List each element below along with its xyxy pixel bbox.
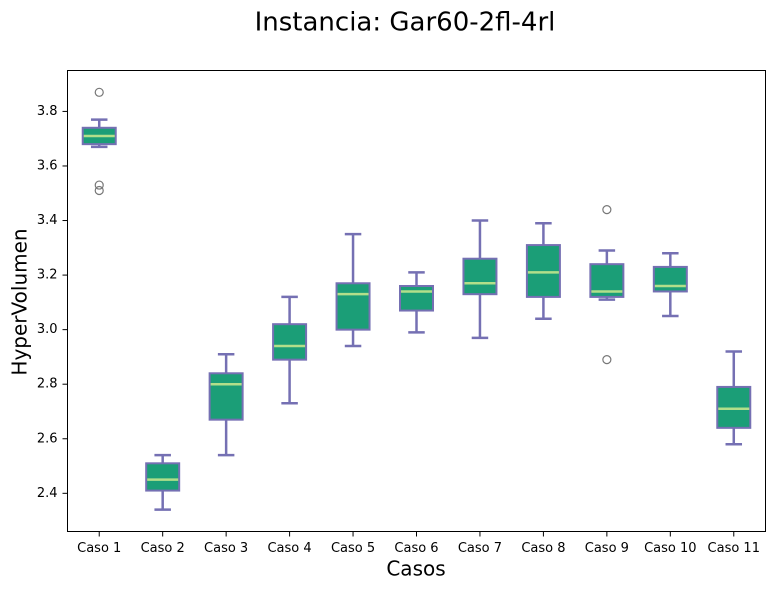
box (335, 282, 371, 331)
outlier (94, 180, 104, 190)
x-tick-label: Caso 1 (77, 541, 121, 556)
x-tick-label: Caso 8 (521, 541, 565, 556)
y-tick-label: 3.8 (37, 104, 58, 119)
y-tick-label: 2.6 (37, 431, 58, 446)
y-tick-label: 3.6 (37, 158, 58, 173)
y-tick-label: 3.2 (37, 268, 58, 283)
x-tick-label: Caso 3 (204, 541, 248, 556)
y-tick-label: 2.4 (37, 486, 58, 501)
x-axis-label: Casos (386, 557, 445, 581)
box (399, 284, 434, 312)
box (272, 323, 308, 361)
outlier (94, 87, 104, 97)
box (462, 257, 498, 296)
x-tick-label: Caso 6 (394, 541, 438, 556)
x-tick-label: Caso 7 (458, 541, 502, 556)
x-tick-label: Caso 9 (585, 541, 629, 556)
y-tick-label: 3.4 (37, 213, 58, 228)
y-axis-label: HyperVolumen (8, 228, 32, 375)
x-tick-label: Caso 11 (708, 541, 760, 556)
x-tick-label: Caso 5 (331, 541, 375, 556)
x-tick-label: Caso 4 (267, 541, 311, 556)
y-tick-label: 2.8 (37, 377, 58, 392)
outlier (602, 355, 612, 365)
box (652, 265, 688, 293)
x-tick-label: Caso 2 (141, 541, 185, 556)
box (145, 462, 181, 492)
outlier (602, 205, 612, 215)
outlier (94, 185, 104, 196)
x-tick-label: Caso 10 (644, 541, 696, 556)
box (208, 372, 244, 421)
chart-title: Instancia: Gar60-2fl-4rl (255, 8, 556, 38)
y-tick-label: 3.0 (37, 322, 58, 337)
box (525, 244, 561, 298)
box (716, 385, 752, 429)
